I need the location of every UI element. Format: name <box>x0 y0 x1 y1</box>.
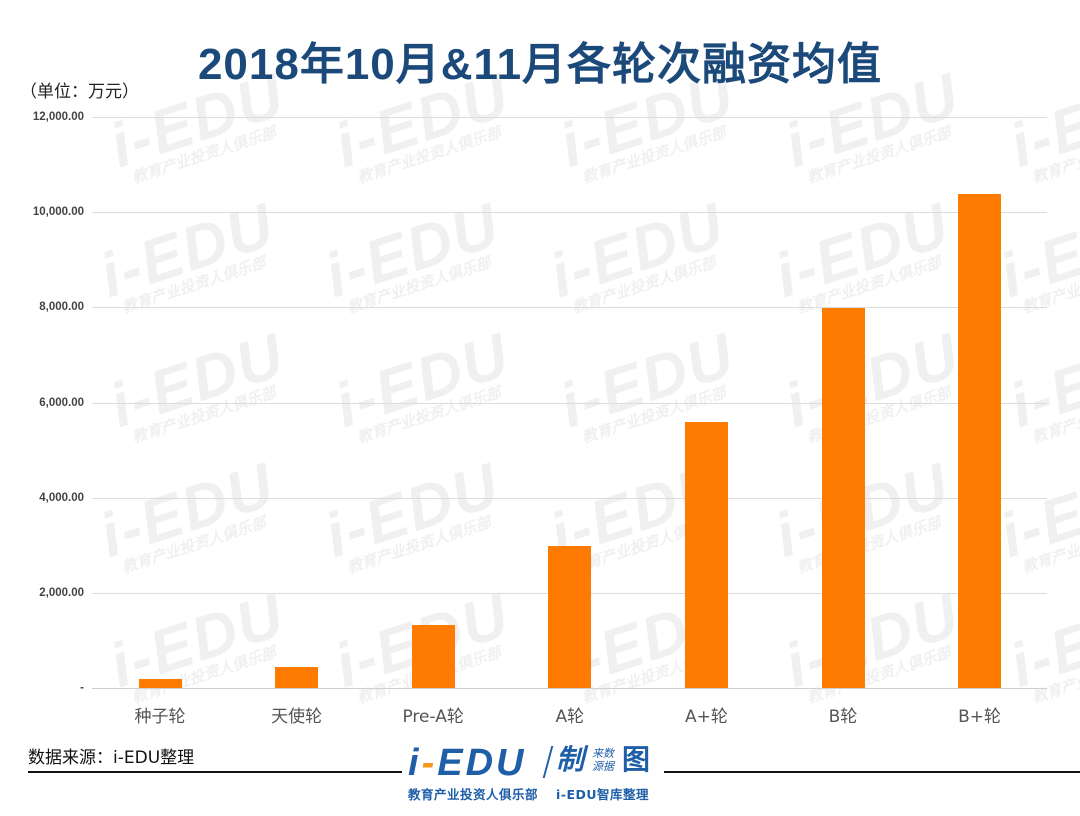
logo-wordmark: i-EDU <box>408 744 526 782</box>
gridline <box>92 307 1047 308</box>
bar <box>684 421 728 688</box>
x-category-label: 种子轮 <box>134 707 186 727</box>
y-tick-label: 2,000.00 <box>39 587 84 599</box>
x-category-label: B轮 <box>828 707 858 727</box>
bar <box>411 624 455 688</box>
bar <box>138 678 182 688</box>
logo-separator <box>542 746 554 778</box>
footer-rule-right <box>664 771 1080 773</box>
x-category-label: A轮 <box>555 707 585 727</box>
gridline <box>92 212 1047 213</box>
logo-main-text: EDU <box>437 742 527 784</box>
bar <box>548 545 592 688</box>
logo-zhi: 制 <box>556 743 585 776</box>
logo-subtitle-left: 教育产业投资人俱乐部 <box>408 787 539 802</box>
x-category-label: Pre-A轮 <box>402 707 464 727</box>
i-edu-logo: i-EDU 制 来数 源据 图 教育产业投资人俱乐部 i-EDU智库整理 <box>404 744 662 804</box>
y-tick-label: 8,000.00 <box>39 301 84 313</box>
y-tick-label: - <box>80 682 84 694</box>
bar <box>821 308 865 688</box>
x-category-label: A+轮 <box>684 707 728 727</box>
logo-dash: - <box>421 742 438 784</box>
y-tick-label: 12,000.00 <box>32 111 84 123</box>
y-tick-label: 10,000.00 <box>32 206 84 218</box>
logo-tu: 图 <box>622 743 651 776</box>
x-axis-baseline <box>92 688 1047 689</box>
gridline <box>92 403 1047 404</box>
logo-src-line1: 来数 <box>592 747 614 760</box>
y-tick-label: 4,000.00 <box>39 492 84 504</box>
x-category-label: B+轮 <box>958 707 1002 727</box>
logo-subtitle-right: i-EDU智库整理 <box>556 787 650 802</box>
unit-label: （单位：万元） <box>20 82 139 102</box>
bar <box>275 667 319 688</box>
logo-src-line2: 源据 <box>592 760 614 773</box>
x-category-label: 天使轮 <box>271 707 323 727</box>
bar <box>958 194 1002 688</box>
data-source-note: 数据来源：i-EDU整理 <box>28 748 195 768</box>
bar-chart: - 2,000.00 4,000.00 6,000.00 8,000.00 10,000.… <box>32 111 1047 727</box>
gridline <box>92 117 1047 118</box>
gridline <box>92 498 1047 499</box>
y-tick-label: 6,000.00 <box>39 397 84 409</box>
logo-source-text: 来数 源据 <box>592 747 618 773</box>
chart-title: 2018年10月&11月各轮次融资均值 <box>197 40 883 89</box>
footer-rule-left <box>28 771 402 773</box>
logo-prefix: i <box>408 742 422 784</box>
